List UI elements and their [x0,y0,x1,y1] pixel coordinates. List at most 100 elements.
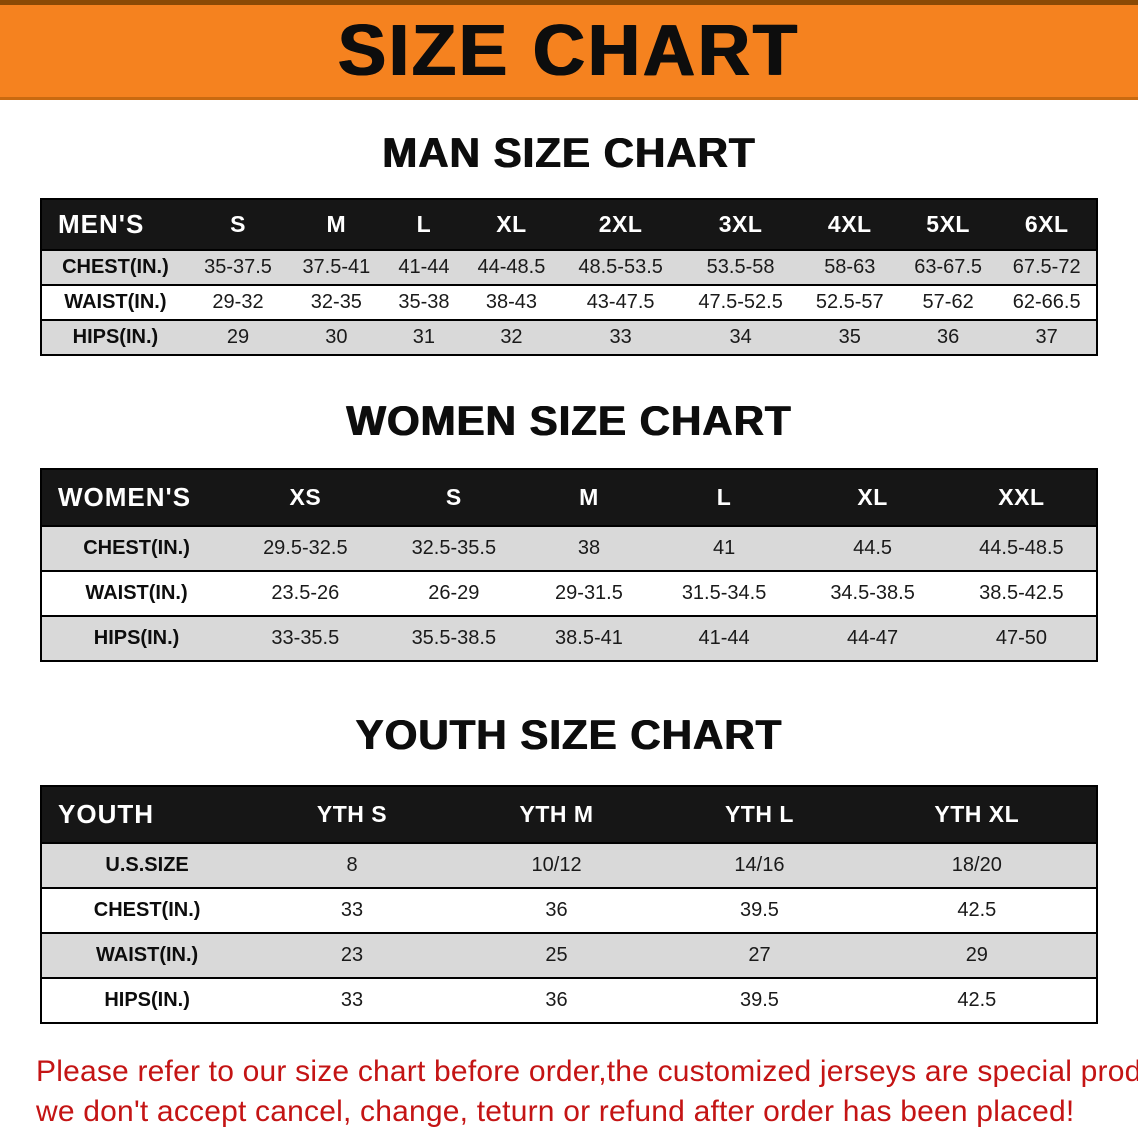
size-value-cell: 33 [340,988,364,1011]
size-value-cell: 23.5-26 [271,582,340,605]
size-value-cell: 32 [500,326,523,349]
row-label-cell: WAIST(IN.) [64,291,167,314]
size-value-cell: 41 [712,537,736,560]
size-value-cell: 35.5-38.5 [411,627,497,650]
size-value-cell: 47-50 [995,627,1047,650]
row-label-cell: U.S.SIZE [105,853,189,876]
size-value-cell: 39.5 [739,988,779,1011]
size-column-header: 4XL [827,211,872,238]
table-row-hips: HIPS(IN.) 29 30 31 32 33 34 35 36 37 [41,320,1097,356]
table-row-waist: WAIST(IN.) 23.5-26 26-29 29-31.5 31.5-34… [41,571,1097,617]
size-value-cell: 35-37.5 [204,256,272,279]
size-value-cell: 31 [412,326,436,349]
table-row-hips: HIPS(IN.) 33 36 39.5 42.5 [41,977,1097,1023]
size-value-cell: 29-32 [212,291,264,314]
size-value-cell: 29 [965,943,988,966]
size-value-cell: 58-63 [824,256,876,279]
size-column-header: YTH XL [934,800,1020,827]
women-table-header-row: WOMEN'S XS S M L XL XXL [41,469,1097,527]
size-column-header: XL [496,211,527,238]
youth-size-table: YOUTH YTH S YTH M YTH L YTH XL U.S.SIZE … [40,784,1098,1024]
women-size-table: WOMEN'S XS S M L XL XXL CHEST(IN.) 29.5-… [40,468,1098,663]
row-label-cell: WAIST(IN.) [85,582,188,605]
table-row-chest: CHEST(IN.) 35-37.5 37.5-41 41-44 44-48.5… [41,250,1097,286]
size-column-header: XXL [998,484,1045,511]
size-value-cell: 23 [340,943,364,966]
size-column-header: XS [289,484,322,511]
row-label-cell: CHEST(IN.) [93,898,201,921]
size-value-cell: 43-47.5 [586,291,655,314]
size-value-cell: 36 [937,326,960,349]
size-value-cell: 52.5-57 [815,291,884,314]
size-value-cell: 39.5 [739,898,779,921]
women-section-heading: WOMEN SIZE CHART [346,397,792,445]
size-value-cell: 33 [609,326,632,349]
notice-line-1: Please refer to our size chart before or… [36,1054,1138,1088]
size-value-cell: 53.5-58 [706,256,775,279]
size-value-cell: 30 [325,326,348,349]
size-value-cell: 38-43 [485,291,538,314]
size-value-cell: 10/12 [531,853,582,876]
size-value-cell: 67.5-72 [1012,256,1081,279]
size-column-header: L [416,211,432,238]
row-label-cell: WAIST(IN.) [95,943,199,966]
size-value-cell: 29.5-32.5 [263,537,348,560]
size-value-cell: 33-35.5 [271,627,340,650]
row-label-cell: HIPS(IN.) [93,627,180,650]
size-value-cell: 41-44 [698,627,750,650]
size-value-cell: 63-67.5 [914,256,983,279]
table-row-ussize: U.S.SIZE 8 10/12 14/16 18/20 [41,842,1097,888]
size-column-header: 3XL [718,211,763,238]
youth-section-heading: YOUTH SIZE CHART [355,711,783,759]
size-column-header: YTH S [316,800,388,827]
size-value-cell: 44.5 [853,537,893,560]
size-column-header: YTH M [519,800,594,827]
size-value-cell: 44-47 [847,627,899,650]
size-value-cell: 31.5-34.5 [681,582,767,605]
size-value-cell: 27 [748,943,771,966]
size-value-cell: 29-31.5 [555,582,623,605]
size-value-cell: 38.5-42.5 [979,582,1064,605]
men-section-heading: MAN SIZE CHART [382,129,756,176]
size-value-cell: 35-38 [398,291,450,314]
size-value-cell: 14/16 [734,853,785,876]
order-policy-notice: Please refer to our size chart before or… [36,1052,1138,1133]
size-value-cell: 26-29 [428,582,480,605]
size-value-cell: 25 [545,943,568,966]
size-value-cell: 18/20 [951,853,1002,876]
notice-line-2: we don't accept cancel, change, teturn o… [36,1095,1075,1129]
size-value-cell: 29 [226,326,250,349]
size-value-cell: 47.5-52.5 [698,291,783,314]
size-value-cell: 38 [577,537,601,560]
size-value-cell: 8 [346,853,358,876]
size-value-cell: 35 [838,326,861,349]
size-value-cell: 42.5 [957,988,997,1011]
table-row-hips: HIPS(IN.) 33-35.5 35.5-38.5 38.5-41 41-4… [41,616,1097,662]
size-column-header: M [579,484,599,511]
size-value-cell: 32.5-35.5 [411,537,497,560]
size-value-cell: 62-66.5 [1012,291,1081,314]
table-row-waist: WAIST(IN.) 23 25 27 29 [41,932,1097,978]
size-column-header: 5XL [926,211,970,238]
size-value-cell: 34 [729,326,752,349]
youth-table-corner-header: YOUTH [58,798,154,829]
size-value-cell: 57-62 [922,291,974,314]
men-table-header-row: MEN'S S M L XL 2XL 3XL 4XL 5XL 6XL [41,199,1097,251]
women-table-corner-header: WOMEN'S [58,482,192,513]
size-value-cell: 48.5-53.5 [578,256,663,279]
size-column-header: 6XL [1024,211,1069,238]
size-column-header: YTH L [724,800,794,827]
size-value-cell: 32-35 [310,291,362,314]
size-column-header: 2XL [598,211,643,238]
size-value-cell: 38.5-41 [555,627,623,650]
size-column-header: S [230,211,246,238]
table-row-chest: CHEST(IN.) 29.5-32.5 32.5-35.5 38 41 44.… [41,526,1097,572]
men-table-corner-header: MEN'S [58,209,145,240]
size-value-cell: 41-44 [398,256,450,279]
size-value-cell: 37.5-41 [302,256,371,279]
size-value-cell: 36 [545,898,568,921]
size-column-header: XL [857,484,888,511]
row-label-cell: CHEST(IN.) [62,256,169,279]
size-value-cell: 44.5-48.5 [979,537,1064,560]
